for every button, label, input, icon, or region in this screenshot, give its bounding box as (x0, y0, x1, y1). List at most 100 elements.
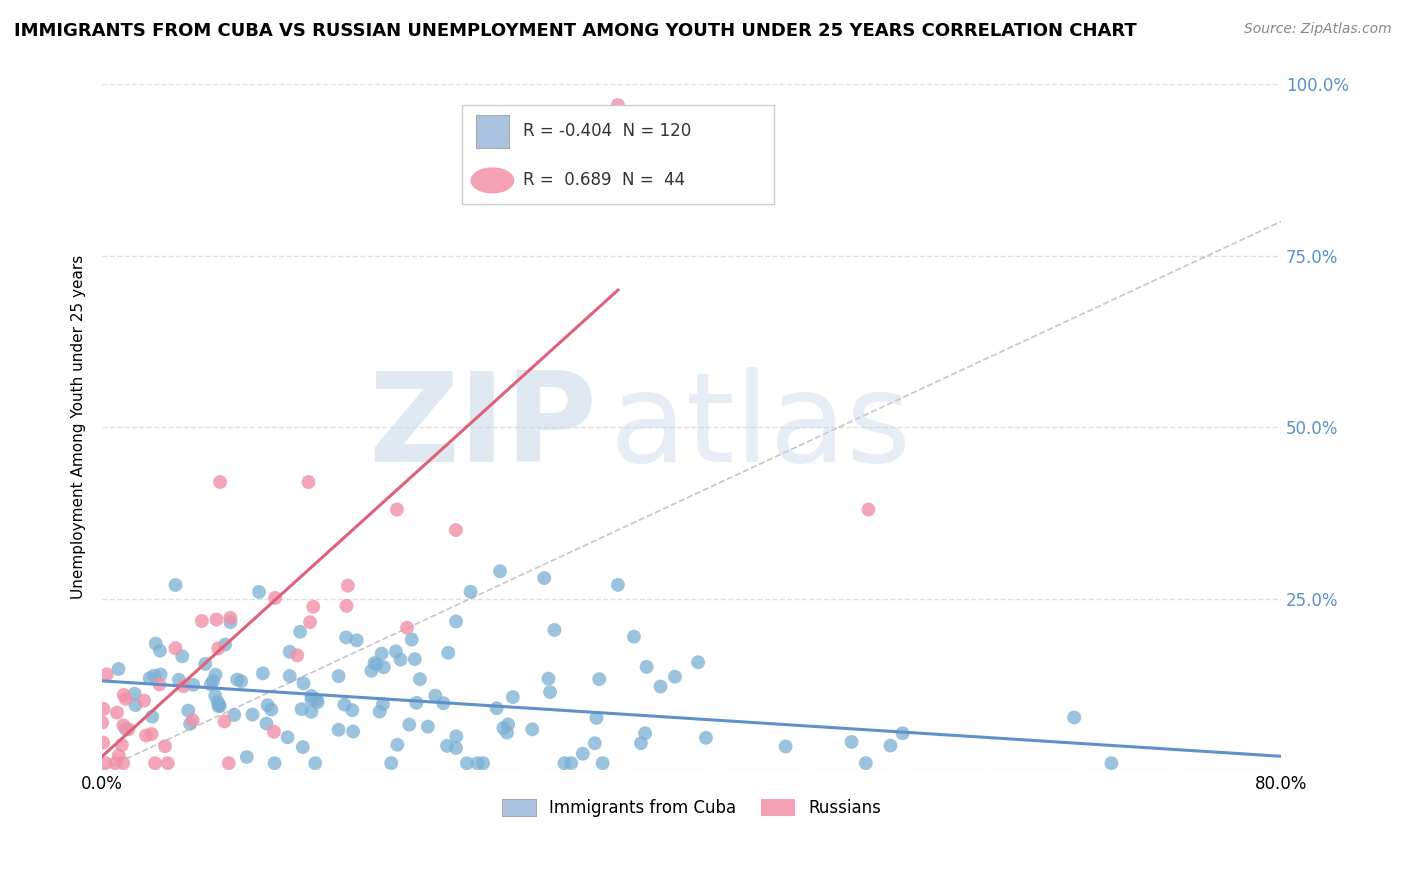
Point (485, 701, 508, 715)
Point (263, 724, 285, 739)
Point (214, 638, 236, 652)
Point (630, 736, 652, 750)
Text: atlas: atlas (609, 367, 911, 488)
Point (107, 662, 129, 676)
Point (522, 723, 544, 737)
Point (368, 705, 391, 719)
Point (387, 738, 409, 752)
Point (1063, 710, 1085, 724)
Point (432, 696, 454, 710)
Point (496, 717, 519, 731)
Point (489, 564, 512, 578)
Point (114, 691, 136, 706)
Point (472, 756, 495, 771)
Point (543, 623, 565, 637)
Point (305, 692, 328, 706)
Point (148, 677, 170, 691)
Point (299, 705, 322, 719)
Point (172, 679, 194, 693)
Legend: Immigrants from Cuba, Russians: Immigrants from Cuba, Russians (496, 792, 887, 823)
Text: R = -0.404  N = 120: R = -0.404 N = 120 (523, 122, 692, 140)
Point (179, 717, 201, 731)
Point (401, 632, 423, 647)
Point (207, 641, 229, 656)
Point (436, 739, 458, 753)
Point (149, 667, 172, 681)
Point (336, 579, 359, 593)
Point (91, 735, 114, 749)
Point (572, 747, 595, 761)
Point (135, 729, 157, 743)
Point (208, 698, 231, 713)
Point (112, 718, 135, 732)
Point (200, 677, 222, 691)
Point (165, 578, 187, 592)
Point (172, 649, 194, 664)
Point (360, 664, 382, 678)
Point (855, 756, 877, 771)
Point (664, 670, 686, 684)
Point (138, 671, 160, 685)
Point (219, 615, 242, 629)
Point (277, 731, 299, 745)
Point (205, 613, 228, 627)
Text: R =  0.689  N =  44: R = 0.689 N = 44 (523, 171, 685, 189)
Text: IMMIGRANTS FROM CUBA VS RUSSIAN UNEMPLOYMENT AMONG YOUTH UNDER 25 YEARS CORRELAT: IMMIGRANTS FROM CUBA VS RUSSIAN UNEMPLOY… (14, 22, 1137, 40)
Point (298, 615, 321, 630)
Point (554, 756, 576, 771)
Point (194, 657, 217, 671)
Point (373, 660, 395, 674)
Point (634, 726, 657, 740)
Point (335, 599, 357, 613)
Point (385, 644, 408, 658)
Point (304, 756, 326, 771)
Point (165, 641, 187, 656)
Point (396, 621, 419, 635)
Point (496, 725, 519, 739)
Point (366, 657, 388, 672)
Point (94, 756, 117, 771)
Point (247, 585, 270, 599)
Point (405, 696, 427, 710)
Point (342, 724, 364, 739)
Point (533, 571, 555, 585)
Point (153, 739, 176, 754)
Y-axis label: Unemployment Among Youth under 25 years: Unemployment Among Youth under 25 years (72, 255, 86, 599)
Point (398, 717, 420, 731)
Point (191, 614, 214, 628)
Point (891, 726, 914, 740)
Point (219, 611, 242, 625)
Point (93, 702, 115, 716)
Point (425, 689, 447, 703)
Text: ZIP: ZIP (368, 367, 598, 488)
Point (124, 698, 146, 712)
Point (404, 652, 426, 666)
Point (588, 672, 610, 686)
Point (444, 615, 467, 629)
Point (583, 736, 606, 750)
Point (328, 669, 350, 683)
Point (156, 756, 179, 771)
Point (537, 672, 560, 686)
Point (444, 523, 467, 537)
Point (302, 599, 325, 614)
Point (456, 756, 478, 771)
Point (141, 727, 163, 741)
Point (278, 645, 301, 659)
Point (209, 475, 232, 489)
Point (226, 673, 249, 687)
Point (218, 756, 240, 771)
Point (650, 680, 672, 694)
Point (204, 689, 226, 703)
Point (585, 711, 607, 725)
Point (389, 653, 412, 667)
Point (688, 655, 710, 669)
Point (256, 698, 278, 713)
Point (437, 646, 460, 660)
Point (444, 741, 467, 756)
Point (252, 666, 274, 681)
Point (775, 739, 797, 754)
Point (91, 715, 114, 730)
Point (333, 698, 356, 712)
Point (606, 578, 628, 592)
